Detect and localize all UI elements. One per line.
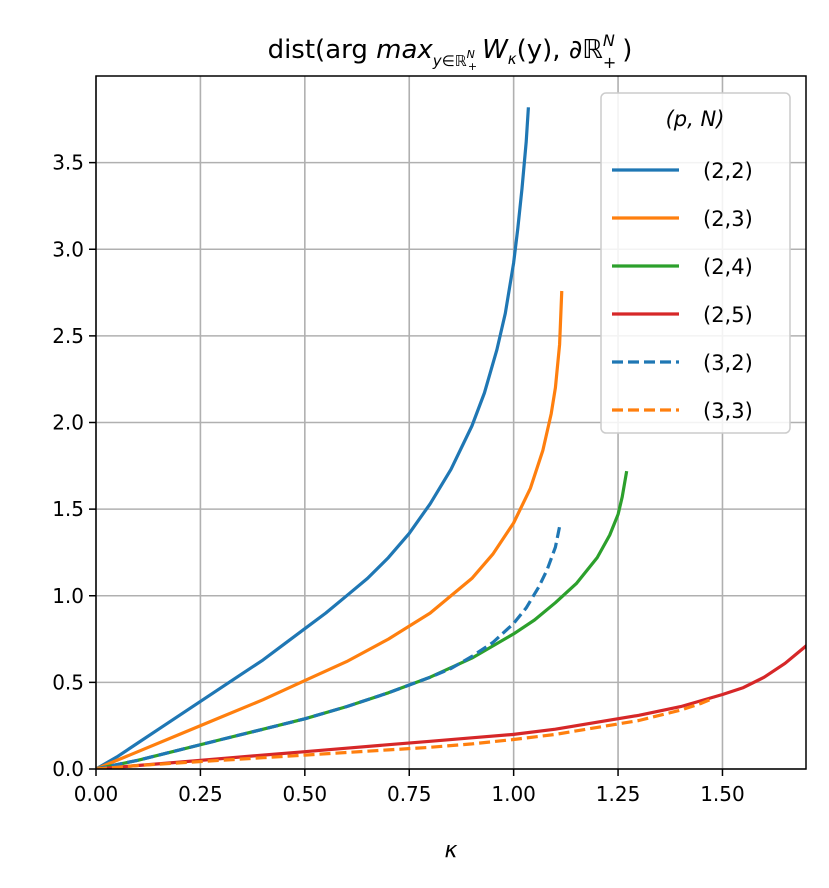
x-tick-label: 1.25 xyxy=(596,782,641,806)
x-tick-label: 0.00 xyxy=(74,782,119,806)
series-line-3-2 xyxy=(96,526,562,769)
legend-title: (p, N) xyxy=(666,107,725,131)
axis-ticks: 0.00 0.25 0.50 0.75 1.00 1.25 1.50 0.0 0.5 1.0 1.5… xyxy=(52,151,745,806)
y-tick-label: 2.0 xyxy=(52,411,84,435)
x-tick-label: 0.50 xyxy=(283,782,328,806)
x-tick-label: 0.75 xyxy=(387,782,432,806)
series-line-2-2 xyxy=(96,107,530,769)
y-tick-label: 1.5 xyxy=(52,497,84,521)
x-tick-label: 1.50 xyxy=(700,782,745,806)
legend-label: (2,2) xyxy=(703,159,753,183)
legend-label: (2,5) xyxy=(703,303,753,327)
x-tick-label: 1.00 xyxy=(491,782,536,806)
legend-box xyxy=(600,92,791,434)
y-tick-label: 3.5 xyxy=(52,151,84,175)
legend-label: (2,4) xyxy=(703,255,753,279)
legend-label: (2,3) xyxy=(703,207,753,231)
series-line-2-5 xyxy=(96,643,806,769)
chart-title: dist(arg maxy∈ℝN +Wκ(y), ∂ℝN +) xyxy=(268,31,633,73)
legend: (p, N) (2,2) (2,3) (2,4) (2,5) (3,2) (3,3) xyxy=(600,92,791,434)
legend-label: (3,2) xyxy=(703,351,753,375)
y-tick-label: 0.5 xyxy=(52,670,84,694)
y-tick-label: 0.0 xyxy=(52,757,84,781)
x-tick-label: 0.25 xyxy=(178,782,223,806)
plot-area xyxy=(96,107,806,769)
x-axis-label: κ xyxy=(445,838,458,863)
y-tick-label: 1.0 xyxy=(52,584,84,608)
series-line-2-3 xyxy=(96,290,564,769)
legend-label: (3,3) xyxy=(703,399,753,423)
series-layer xyxy=(96,107,806,769)
y-tick-label: 2.5 xyxy=(52,324,84,348)
y-tick-label: 3.0 xyxy=(52,237,84,261)
